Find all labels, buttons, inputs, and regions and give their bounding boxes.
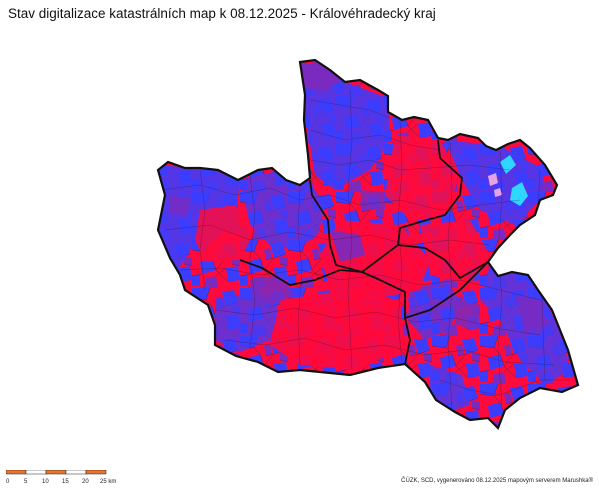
scale-label-0: 0 — [6, 479, 10, 485]
map-title: Stav digitalizace katastrálních map k 08… — [8, 6, 436, 21]
scale-label-25km: 25 km — [100, 479, 116, 485]
scale-label-10: 10 — [42, 479, 49, 485]
scale-bar: 0 5 10 15 20 25 km — [6, 470, 116, 485]
credit-text: ČÚZK, SCD, vygenerováno 08.12.2025 mapov… — [401, 478, 593, 484]
scale-bar-segments — [6, 470, 107, 475]
scale-label-20: 20 — [82, 479, 89, 485]
district-boundaries — [239, 139, 489, 365]
parcel-mosaic — [158, 60, 578, 428]
scale-label-5: 5 — [24, 479, 28, 485]
scale-label-15: 15 — [62, 479, 69, 485]
